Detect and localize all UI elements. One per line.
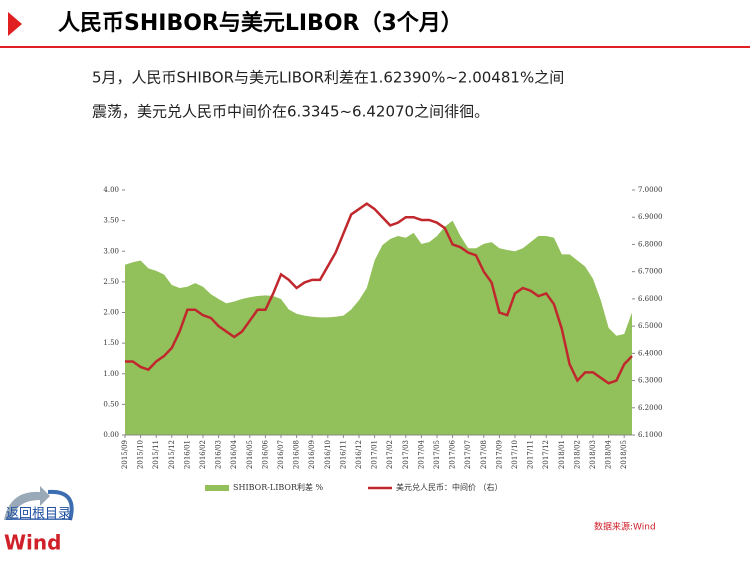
x-tick-label: 2015/12: [168, 440, 176, 469]
y-tick-label: 1.00: [103, 370, 119, 378]
line: [125, 202, 633, 385]
x-tick-label: 2016/07: [277, 440, 285, 469]
x-tick-label: 2018/02: [573, 440, 581, 469]
x-tick-label: 2016/06: [261, 439, 269, 469]
x-tick-label: 2017/01: [371, 440, 379, 469]
y-tick-label: 4.00: [103, 186, 119, 194]
paragraph-line: 震荡，美元兑人民币中间价在6.3345~6.42070之间徘徊。: [92, 103, 489, 121]
x-tick-label: 2017/02: [386, 440, 394, 469]
x-tick-label: 2016/02: [199, 440, 207, 469]
paragraph-line: 5月，人民币SHIBOR与美元LIBOR利差在1.62390%~2.00481%…: [92, 69, 564, 87]
x-tick-label: 2015/11: [152, 440, 160, 469]
x-tick-label: 2018/03: [589, 440, 597, 469]
y-tick-label: 3.50: [103, 217, 119, 225]
x-tick-label: 2016/10: [324, 440, 332, 469]
x-tick-label: 2015/09: [121, 440, 129, 469]
y-tick-label: 0.50: [103, 400, 119, 408]
nav-arrow: [47, 489, 74, 521]
y2-tick-label: 6.3000: [638, 377, 663, 385]
legend-label: 美元兑人民币：中间价 （右）: [396, 482, 503, 492]
title-icon: [8, 12, 22, 36]
y-tick-label: 0.00: [103, 431, 119, 439]
x-tick-label: 2015/10: [137, 440, 145, 469]
x-tick-label: 2017/09: [495, 440, 503, 469]
x-tick-label: 2017/06: [449, 439, 457, 469]
x-tick-label: 2018/04: [605, 439, 613, 469]
x-tick-label: 2017/10: [511, 440, 519, 469]
nav-link[interactable]: 返回根目录: [6, 507, 71, 522]
source-note: 数据来源:Wind: [594, 521, 656, 533]
y-tick-label: 3.00: [103, 247, 119, 255]
y2-tick-label: 6.5000: [638, 322, 663, 330]
x-tick-label: 2016/01: [183, 440, 191, 469]
y2-tick-label: 6.7000: [638, 268, 663, 276]
x-tick-label: 2018/05: [620, 440, 628, 469]
x-tick-label: 2017/11: [527, 440, 535, 469]
area: [125, 220, 632, 435]
logo: Wind: [4, 531, 61, 555]
x-tick-label: 2017/05: [433, 440, 441, 469]
slide-title: 人民币SHIBOR与美元LIBOR（3个月）: [58, 10, 463, 36]
y2-tick-label: 6.8000: [638, 240, 663, 248]
x-tick-label: 2016/04: [230, 439, 238, 469]
y2-tick-label: 6.2000: [638, 404, 663, 412]
x-tick-label: 2017/04: [417, 439, 425, 469]
x-tick-label: 2016/05: [246, 440, 254, 469]
x-tick-label: 2016/09: [308, 440, 316, 469]
y2-tick-label: 7.0000: [638, 186, 663, 194]
nav-arrow: [4, 486, 50, 520]
x-tick-label: 2016/03: [215, 440, 223, 469]
x-tick-label: 2017/12: [542, 440, 550, 469]
y2-tick-label: 6.6000: [638, 295, 663, 303]
legend-label: SHIBOR-LIBOR利差 %: [233, 482, 324, 492]
legend-swatch: [205, 485, 229, 491]
y2-tick-label: 6.4000: [638, 349, 663, 357]
x-tick-label: 2017/07: [464, 440, 472, 469]
y-tick-label: 1.50: [103, 339, 119, 347]
x-tick-label: 2016/11: [339, 440, 347, 469]
y2-tick-label: 6.9000: [638, 213, 663, 221]
x-tick-label: 2017/08: [480, 440, 488, 469]
chart: 0.00 0.50 1.00 1.50 2.00 2.50 3.00 3.50 4.00 6.10…: [103, 186, 662, 492]
x-tick-label: 2017/03: [402, 440, 410, 469]
x-tick-label: 2016/12: [355, 440, 363, 469]
x-tick-label: 2018/01: [558, 440, 566, 469]
y-tick-label: 2.00: [103, 309, 119, 317]
y-tick-label: 2.50: [103, 278, 119, 286]
x-tick-label: 2016/08: [293, 440, 301, 469]
y2-tick-label: 6.1000: [638, 431, 663, 439]
